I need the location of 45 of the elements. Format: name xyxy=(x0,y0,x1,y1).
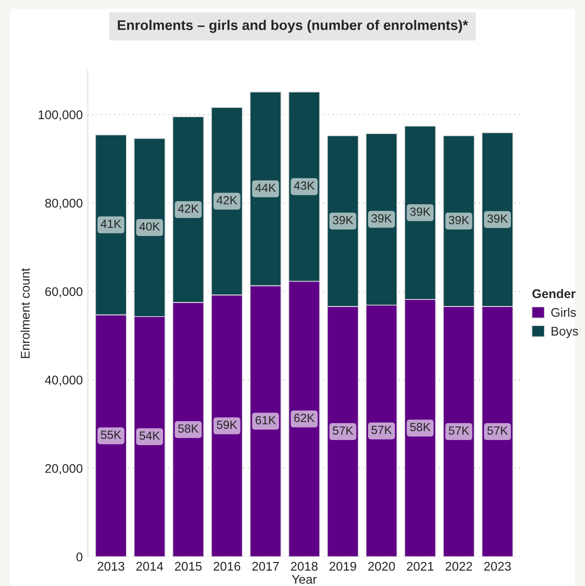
x-tick-label: 2022 xyxy=(446,562,472,571)
data-label: 39K xyxy=(487,214,508,223)
legend-title: Gender xyxy=(532,288,576,298)
data-label: 59K xyxy=(216,420,238,429)
data-label: 54K xyxy=(140,432,160,440)
x-tick-label: 2023 xyxy=(484,562,511,571)
data-label: 39K xyxy=(410,208,431,216)
data-label: 58K xyxy=(410,422,431,432)
x-axis-title: Year xyxy=(292,575,317,584)
data-label: 57K xyxy=(448,426,470,435)
legend-label: Boys xyxy=(552,326,578,338)
data-label: 43K xyxy=(294,181,315,190)
y-axis-title: Enrolment count xyxy=(20,268,30,358)
x-tick-label: 2017 xyxy=(252,562,279,571)
x-tick-label: 2020 xyxy=(368,562,395,571)
data-label: 57K xyxy=(332,426,354,435)
x-tick-label: 2014 xyxy=(136,562,164,571)
data-label: 44K xyxy=(255,184,276,192)
x-tick-label: 2021 xyxy=(406,562,434,571)
data-label: 55K xyxy=(100,430,122,439)
data-label: 42K xyxy=(178,204,199,213)
legend-label: Girls xyxy=(551,308,576,317)
data-label: 57K xyxy=(371,426,392,434)
data-label: 39K xyxy=(371,214,392,222)
data-label: 57K xyxy=(487,426,508,435)
x-tick-label: 2016 xyxy=(214,562,240,571)
y-tick-label: 60,000 xyxy=(45,287,82,298)
x-tick-label: 2018 xyxy=(290,562,318,571)
y-tick-label: 40,000 xyxy=(44,376,82,386)
data-label: 58K xyxy=(178,424,199,433)
data-label: 62K xyxy=(294,414,315,422)
y-tick-label: 100,000 xyxy=(38,110,82,121)
x-tick-label: 2015 xyxy=(174,562,202,571)
chart-title: Enrolments – girls and boys (number of enrolments)* xyxy=(118,20,468,33)
data-label: 39K xyxy=(332,216,354,224)
data-label: 39K xyxy=(448,216,470,224)
y-tick-label: 0 xyxy=(76,552,82,562)
y-tick-label: 20,000 xyxy=(45,464,82,474)
data-label: 40K xyxy=(139,222,160,231)
data-label: 41K xyxy=(100,220,122,228)
data-label: 42K xyxy=(216,196,238,204)
y-tick-label: 80,000 xyxy=(45,198,82,210)
x-tick-label: 2019 xyxy=(330,562,356,571)
x-tick-label: 2013 xyxy=(98,562,124,571)
data-label: 61K xyxy=(256,416,276,424)
